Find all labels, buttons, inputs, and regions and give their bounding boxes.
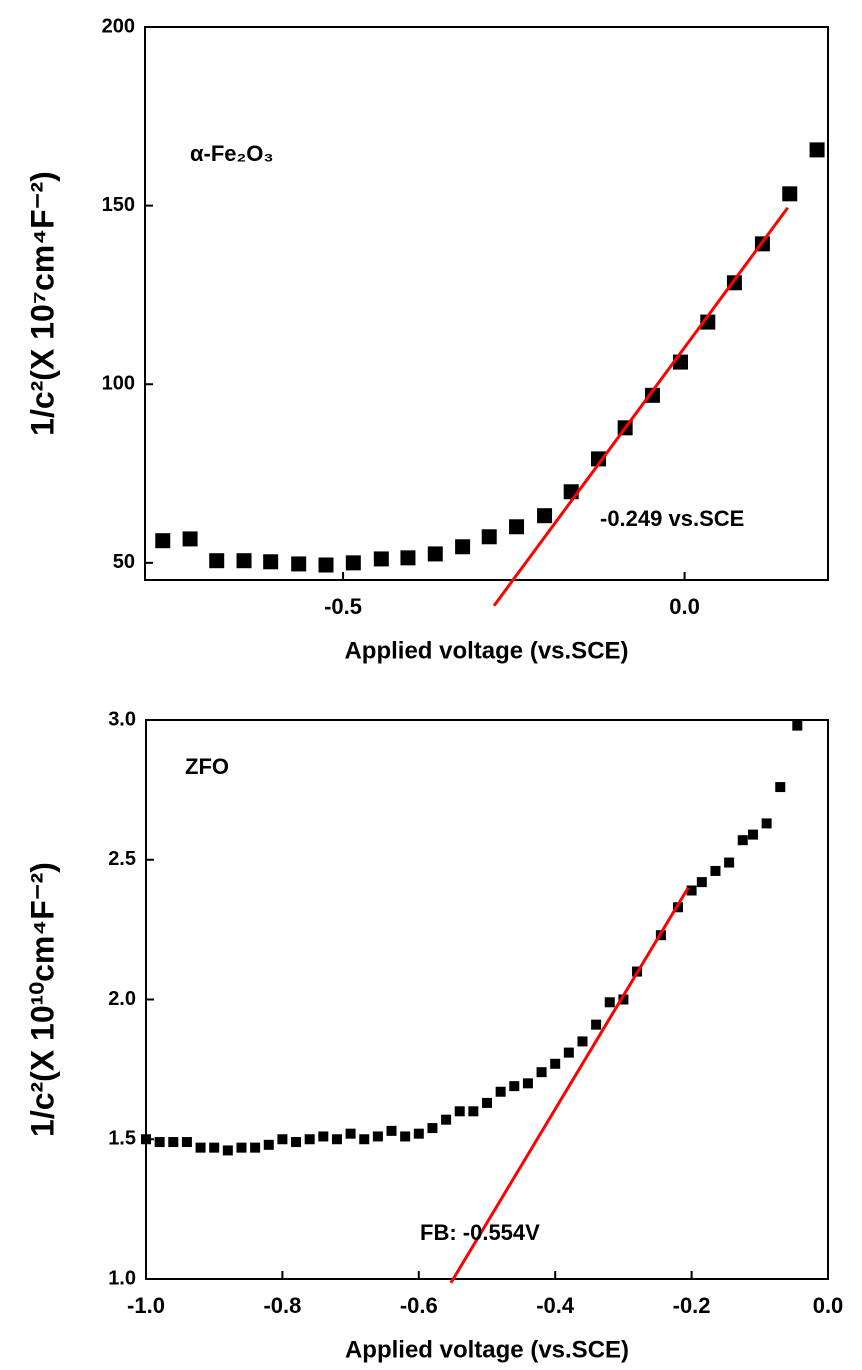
data-point xyxy=(141,1134,151,1145)
data-point xyxy=(427,546,443,562)
data-point xyxy=(724,857,735,868)
data-point xyxy=(481,529,497,545)
data-point xyxy=(373,551,389,567)
data-point xyxy=(509,1081,520,1092)
data-point xyxy=(209,553,225,569)
data-point xyxy=(782,186,798,202)
x-tick-label: -0.2 xyxy=(673,1293,711,1318)
annotation: FB: -0.554V xyxy=(420,1220,540,1245)
plot-frame xyxy=(144,26,829,581)
data-point xyxy=(236,1142,247,1153)
x-tick-label: -0.4 xyxy=(536,1293,575,1318)
data-point xyxy=(168,1137,179,1148)
data-point xyxy=(386,1125,397,1136)
y-axis-title: 1/c²(X 10⁷cm⁴F⁻²) xyxy=(24,171,60,436)
data-point xyxy=(209,1142,220,1153)
data-point xyxy=(195,1142,206,1153)
data-point xyxy=(318,557,334,573)
data-point xyxy=(591,1019,602,1030)
data-point xyxy=(331,1134,342,1145)
data-point xyxy=(359,1134,370,1145)
x-tick-label: -0.6 xyxy=(400,1293,438,1318)
data-point xyxy=(454,1106,465,1117)
data-point xyxy=(455,539,471,555)
data-point xyxy=(737,835,748,846)
plot-frame xyxy=(145,719,829,1280)
data-point xyxy=(577,1036,588,1047)
data-point xyxy=(563,1047,574,1058)
data-point xyxy=(441,1114,452,1125)
data-point xyxy=(413,1128,424,1139)
data-point xyxy=(345,1128,356,1139)
y-tick-label: 1.5 xyxy=(108,1128,136,1150)
data-point xyxy=(482,1097,492,1108)
data-point xyxy=(618,994,629,1005)
data-point xyxy=(181,1137,192,1148)
data-point xyxy=(154,1137,165,1148)
data-point xyxy=(710,865,721,876)
data-point xyxy=(277,1134,288,1145)
annotation: ZFO xyxy=(185,754,229,779)
data-point xyxy=(345,555,361,571)
y-tick-label: 150 xyxy=(102,194,135,216)
data-point xyxy=(509,519,525,535)
data-point xyxy=(792,720,803,731)
data-point xyxy=(775,782,786,793)
x-tick-label: -0.8 xyxy=(263,1293,301,1318)
y-tick-label: 200 xyxy=(102,15,135,37)
data-point xyxy=(291,556,307,572)
data-point xyxy=(591,451,607,467)
y-tick-label: 2.5 xyxy=(108,848,136,870)
x-axis-title: Applied voltage (vs.SCE) xyxy=(345,1336,629,1363)
x-tick-label: 0.0 xyxy=(813,1293,844,1318)
data-point xyxy=(372,1131,383,1142)
data-point xyxy=(604,997,615,1008)
y-tick-label: 100 xyxy=(102,373,135,395)
data-point xyxy=(400,550,416,566)
y-axis-title: 1/c²(X 10¹⁰cm⁴F⁻²) xyxy=(24,862,60,1137)
data-point xyxy=(495,1086,506,1097)
data-point xyxy=(155,533,171,549)
data-point xyxy=(644,387,660,403)
data-point xyxy=(761,818,772,829)
data-point xyxy=(222,1145,233,1156)
x-tick-label: 0.0 xyxy=(669,594,700,619)
data-point xyxy=(536,1067,547,1078)
data-point xyxy=(182,531,198,547)
data-point xyxy=(550,1058,561,1069)
y-tick-label: 3.0 xyxy=(108,708,136,730)
data-point xyxy=(291,1137,302,1148)
fit-line xyxy=(492,206,789,607)
y-tick-label: 2.0 xyxy=(108,988,136,1010)
data-point xyxy=(400,1131,411,1142)
fit-line xyxy=(449,886,690,1284)
data-point xyxy=(809,142,825,158)
annotation: -0.249 vs.SCE xyxy=(600,506,744,531)
data-point xyxy=(263,554,279,570)
data-point xyxy=(427,1123,438,1134)
x-tick-label: -0.5 xyxy=(324,594,362,619)
data-point xyxy=(700,314,716,330)
y-tick-label: 50 xyxy=(113,551,135,573)
data-point xyxy=(686,885,697,896)
data-point xyxy=(468,1106,479,1117)
data-point xyxy=(747,829,758,840)
data-point xyxy=(537,508,553,524)
x-tick-label: -1.0 xyxy=(127,1293,165,1318)
data-point xyxy=(696,877,707,888)
data-point xyxy=(522,1078,533,1089)
data-point xyxy=(318,1131,329,1142)
annotation: α-Fe₂O₃ xyxy=(190,141,274,166)
data-point xyxy=(236,553,252,569)
data-point xyxy=(304,1134,315,1145)
data-point xyxy=(250,1142,261,1153)
data-point xyxy=(263,1139,274,1150)
x-axis-title: Applied voltage (vs.SCE) xyxy=(344,637,628,664)
y-tick-label: 1.0 xyxy=(108,1267,136,1289)
